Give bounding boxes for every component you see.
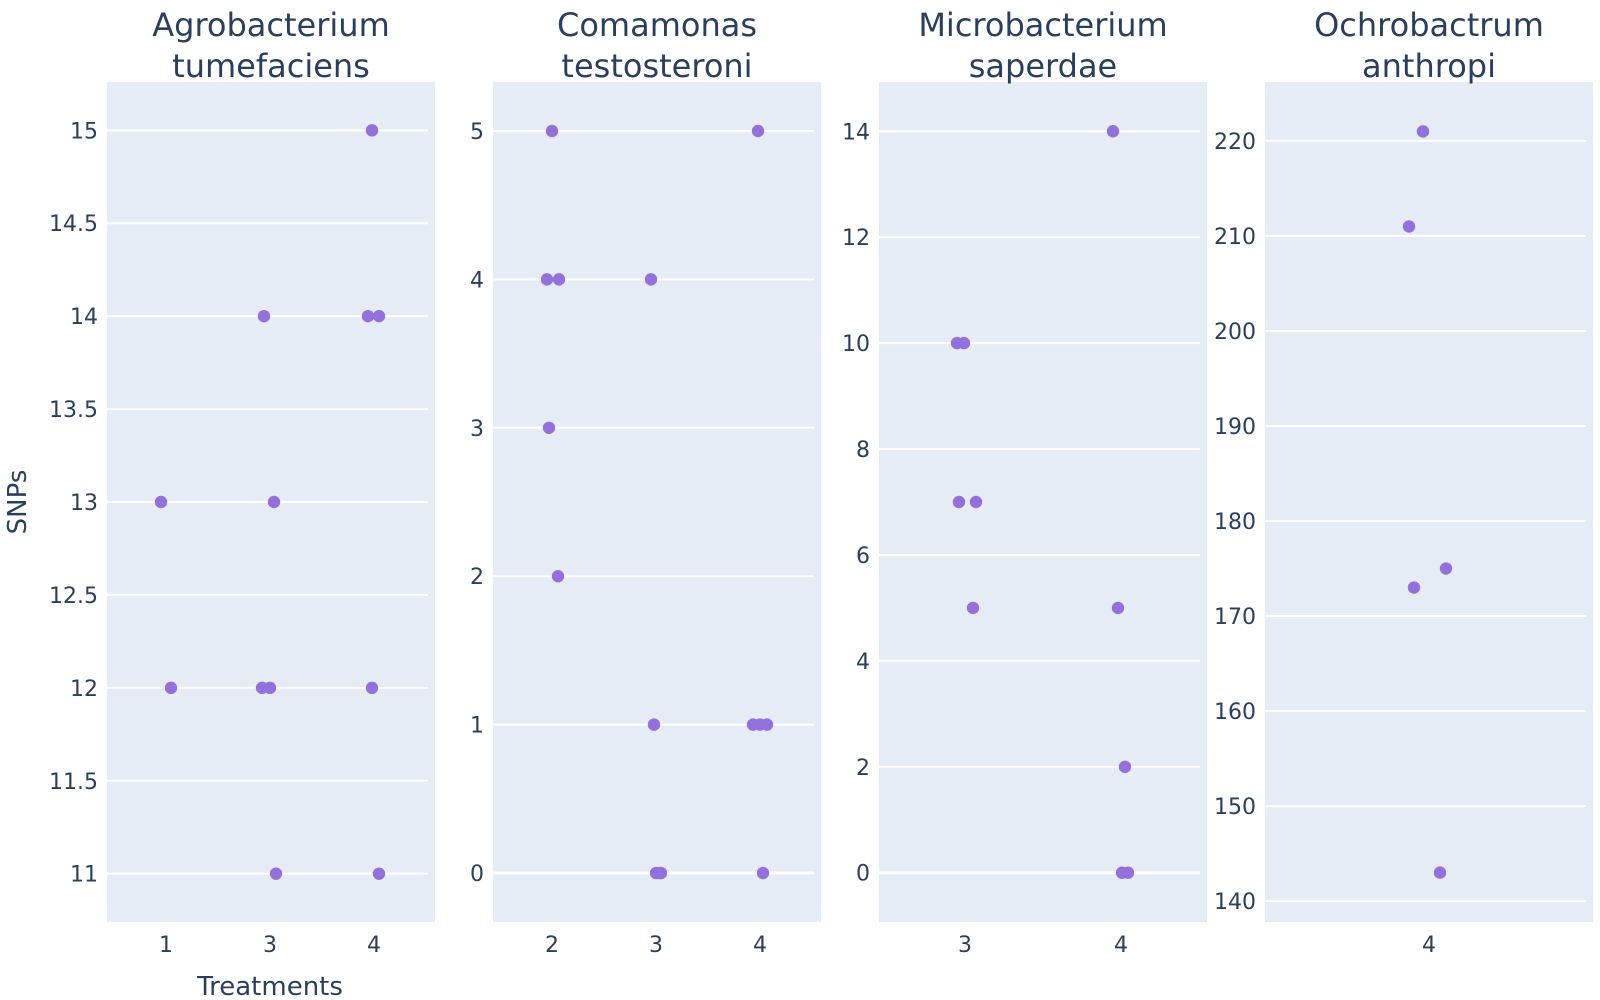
y-tick-label: 5 xyxy=(470,120,484,145)
data-point xyxy=(269,867,283,880)
data-point xyxy=(372,309,386,323)
y-tick-label: 14 xyxy=(842,120,870,145)
data-point xyxy=(1121,866,1135,879)
data-point xyxy=(257,309,271,323)
y-tick-label: 12 xyxy=(70,677,98,702)
panel-title: Comamonas testosteroni xyxy=(557,6,757,85)
y-tick-label: 0 xyxy=(856,862,870,887)
x-tick-label: 4 xyxy=(367,933,381,958)
y-tick-label: 4 xyxy=(470,268,484,293)
panel-4: 140 150 160 170 180 190 200 210 220 4 Ochrobactrum… xyxy=(1214,6,1593,958)
panel-title: Agrobacterium tumefaciens xyxy=(152,6,389,85)
y-tick-label: 1 xyxy=(470,714,484,739)
data-point xyxy=(756,866,770,880)
y-tick-label: 140 xyxy=(1214,890,1256,915)
y-tick-label: 180 xyxy=(1214,510,1256,535)
data-point xyxy=(969,495,983,509)
data-point xyxy=(545,124,559,138)
y-tick-label: 14 xyxy=(70,305,98,330)
y-tick-label: 2 xyxy=(856,756,870,781)
data-point xyxy=(365,681,379,695)
x-axis-title: Treatments xyxy=(196,972,343,1000)
data-point xyxy=(1111,601,1125,615)
data-point xyxy=(751,124,765,138)
y-tick-label: 3 xyxy=(470,417,484,442)
plot-background xyxy=(493,82,821,922)
data-point xyxy=(263,681,277,695)
data-point xyxy=(1407,581,1421,594)
x-tick-label: 3 xyxy=(649,933,663,958)
data-point xyxy=(1416,125,1430,138)
x-tick-label: 3 xyxy=(263,933,277,958)
panel-title: Microbacterium saperdae xyxy=(918,6,1167,85)
y-axis-title: SNPs xyxy=(3,470,33,535)
data-point xyxy=(957,336,971,350)
y-tick-label: 12.5 xyxy=(49,584,98,609)
data-point xyxy=(540,273,554,286)
y-tick-label: 160 xyxy=(1214,700,1256,725)
data-point xyxy=(361,309,375,323)
y-tick-label: 10 xyxy=(842,332,870,357)
data-point xyxy=(1118,760,1132,774)
data-point xyxy=(164,681,178,695)
y-tick-label: 0 xyxy=(470,862,484,887)
x-tick-label: 2 xyxy=(545,933,559,958)
x-tick-label: 3 xyxy=(958,933,972,958)
data-point xyxy=(542,421,556,434)
y-tick-label: 11 xyxy=(70,863,98,888)
plot-background xyxy=(1265,82,1593,922)
y-tick-label: 15 xyxy=(70,119,98,144)
plot-background xyxy=(879,82,1207,922)
data-point xyxy=(551,570,565,583)
y-tick-label: 6 xyxy=(856,544,870,569)
y-tick-label: 190 xyxy=(1214,415,1256,440)
data-point xyxy=(647,718,661,731)
x-tick-label: 1 xyxy=(159,933,173,958)
y-tick-label: 11.5 xyxy=(49,770,98,795)
y-tick-label: 13.5 xyxy=(49,398,98,423)
data-point xyxy=(1439,562,1453,575)
data-point xyxy=(760,718,774,731)
panel-3: 0 2 4 6 8 10 12 14 3 4 Microbacterium saperdae xyxy=(842,6,1207,958)
panel-2: 0 1 2 3 4 5 2 3 4 Comamonas testosteroni xyxy=(470,6,821,958)
data-point xyxy=(966,601,980,615)
y-tick-label: 150 xyxy=(1214,795,1256,820)
y-tick-label: 14.5 xyxy=(49,212,98,237)
data-point xyxy=(1433,866,1447,879)
y-tick-label: 13 xyxy=(70,491,98,516)
data-point xyxy=(952,495,966,509)
x-tick-label: 4 xyxy=(753,933,767,958)
data-point xyxy=(372,867,386,880)
data-point xyxy=(1106,125,1120,138)
y-tick-label: 210 xyxy=(1214,225,1256,250)
data-point xyxy=(552,273,566,286)
data-point xyxy=(1402,220,1416,233)
y-tick-label: 2 xyxy=(470,565,484,590)
y-tick-label: 12 xyxy=(842,226,870,251)
data-point xyxy=(654,866,668,880)
y-tick-label: 170 xyxy=(1214,605,1256,630)
y-tick-label: 220 xyxy=(1214,130,1256,155)
y-tick-label: 8 xyxy=(856,438,870,463)
x-tick-label: 4 xyxy=(1114,933,1128,958)
data-point xyxy=(154,495,168,509)
y-tick-label: 200 xyxy=(1214,320,1256,345)
data-point xyxy=(365,124,379,137)
data-point xyxy=(267,495,281,509)
panel-title: Ochrobactrum anthropi xyxy=(1314,6,1544,85)
y-tick-label: 4 xyxy=(856,650,870,675)
x-tick-label: 4 xyxy=(1422,933,1436,958)
data-point xyxy=(644,273,658,286)
